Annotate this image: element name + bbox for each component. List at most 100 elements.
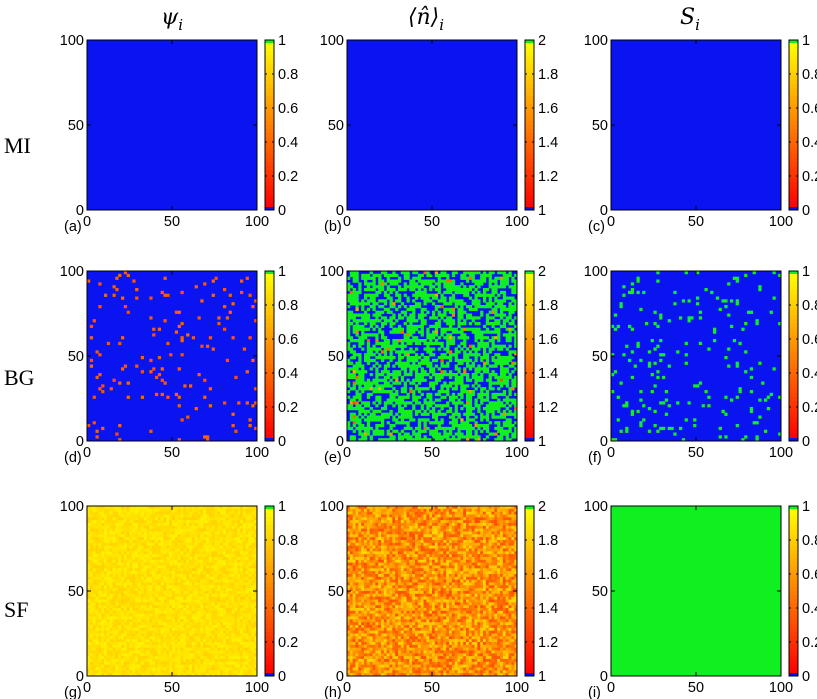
heatmap-cell (149, 579, 153, 583)
heatmap-cell (89, 534, 94, 538)
heatmap-cell (347, 404, 351, 408)
heatmap-cell (502, 429, 507, 433)
heatmap-cell (177, 591, 181, 595)
colorbar-segment (789, 190, 798, 196)
heatmap-cell (240, 599, 244, 603)
heatmap-cell (95, 559, 99, 564)
heatmap-cell (349, 401, 354, 405)
heatmap-cell (426, 293, 430, 297)
heatmap-cell (502, 324, 507, 329)
heatmap-cell (146, 548, 150, 552)
heatmap-cell (152, 565, 156, 569)
heatmap-cell (225, 523, 230, 527)
heatmap-cell (206, 523, 210, 527)
heatmap-cell (135, 585, 139, 589)
heatmap-cell (98, 588, 102, 592)
heatmap-cell (497, 285, 501, 289)
heatmap-cell (485, 273, 490, 278)
heatmap-cell (366, 316, 371, 320)
heatmap-cell (132, 559, 136, 564)
heatmap-cell (466, 398, 470, 402)
heatmap-cell (372, 429, 376, 433)
colorbar-segment (265, 327, 274, 332)
heatmap-cell (497, 330, 501, 334)
heatmap-cell (406, 424, 410, 428)
heatmap-cell (653, 347, 657, 351)
heatmap-cell (381, 282, 385, 286)
heatmap-cell (172, 540, 176, 544)
heatmap-cell (355, 279, 359, 283)
heatmap-cell (611, 324, 615, 329)
heatmap-cell (389, 401, 393, 405)
heatmap-cell (248, 517, 252, 521)
heatmap-cell (180, 511, 184, 515)
heatmap-cell (138, 528, 142, 532)
heatmap-cell (636, 409, 640, 414)
heatmap-cell (163, 517, 167, 521)
heatmap-cell (160, 557, 164, 561)
heatmap-cell (437, 432, 441, 436)
heatmap-cell (358, 358, 362, 363)
heatmap-cell (183, 591, 187, 595)
heatmap-cell (415, 432, 419, 436)
heatmap-cell (231, 591, 235, 595)
heatmap-cell (228, 548, 232, 552)
heatmap-cell (432, 409, 436, 414)
heatmap-cell (347, 322, 351, 326)
heatmap-cell (494, 327, 498, 331)
heatmap-cell (237, 574, 241, 578)
heatmap-cell (194, 548, 198, 552)
heatmap-cell (392, 282, 396, 286)
heatmap-cell (160, 588, 164, 592)
heatmap-cell (358, 381, 362, 385)
heatmap-cell (466, 392, 470, 397)
heatmap-cell (426, 392, 430, 397)
heatmap-cell (352, 384, 356, 388)
heatmap-cell (104, 545, 108, 549)
heatmap-cell (352, 370, 356, 374)
heatmap-cell (121, 508, 125, 513)
heatmap-cell (138, 596, 142, 600)
heatmap-cell (89, 574, 94, 578)
heatmap-cell (409, 333, 413, 337)
heatmap-cell (112, 517, 116, 521)
heatmap-cell (123, 591, 128, 595)
heatmap-cell (211, 514, 215, 518)
x-tick-label: 100 (245, 214, 269, 230)
heatmap-cell (166, 514, 170, 518)
heatmap-cell (248, 531, 252, 535)
heatmap-cell (466, 429, 470, 433)
heatmap-cell (189, 562, 193, 566)
heatmap-cell (104, 574, 108, 578)
colorbar-segment (789, 174, 798, 179)
colorbar-segment (525, 116, 534, 122)
heatmap-cell (87, 540, 91, 544)
heatmap-cell (242, 537, 247, 541)
heatmap-cell (500, 282, 504, 286)
colorbar-segment (265, 331, 274, 336)
heatmap-cell (251, 528, 255, 532)
colorbar-segment (789, 384, 798, 390)
heatmap-cell (138, 514, 142, 518)
heatmap-cell (191, 548, 196, 552)
heatmap-cell (457, 438, 461, 442)
heatmap-cell (211, 579, 215, 583)
heatmap-cell (231, 528, 235, 532)
colorbar-segment (789, 429, 798, 435)
heatmap-cell (172, 562, 176, 566)
heatmap-cell (417, 432, 422, 436)
heatmap-cell (491, 407, 495, 411)
heatmap-cell (483, 347, 487, 351)
heatmap-cell (183, 531, 187, 535)
heatmap-cell (349, 418, 354, 422)
heatmap-cell (398, 370, 402, 374)
heatmap-cell (497, 407, 501, 411)
heatmap-cell (146, 599, 150, 603)
heatmap-cell (104, 540, 108, 544)
heatmap-cell (231, 596, 235, 600)
heatmap-cell (366, 404, 371, 408)
heatmap-cell (383, 350, 388, 354)
heatmap-cell (146, 520, 150, 524)
heatmap-cell (129, 506, 133, 510)
colorbar-segment (265, 51, 274, 56)
